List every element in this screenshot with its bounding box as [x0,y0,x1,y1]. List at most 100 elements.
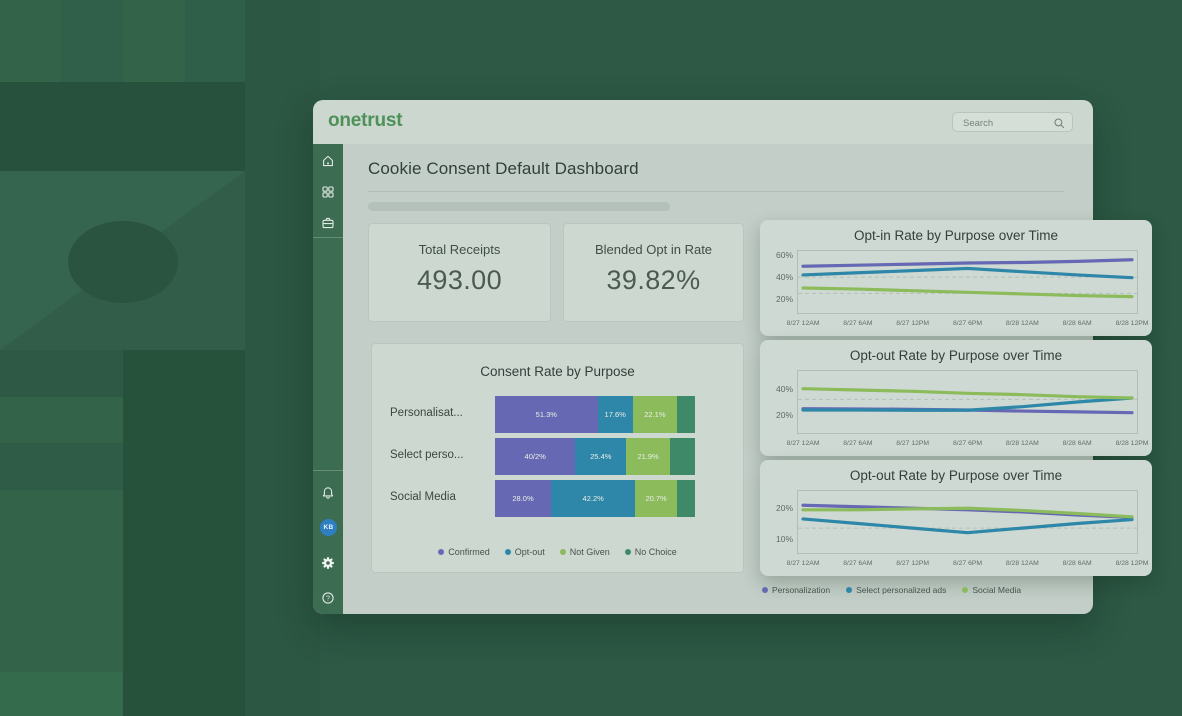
legend-dot-icon [762,587,768,593]
plot-area [797,250,1138,314]
home-icon [321,154,335,168]
legend-item[interactable]: Social Media [962,585,1021,595]
series-line-select-personalized-ads [803,519,1132,533]
x-axis-tick: 8/28 12PM [1105,320,1159,327]
y-axis-tick: 20% [760,294,793,304]
legend-dot-icon [846,587,852,593]
plot-area [797,370,1138,434]
legend-label: Personalization [772,585,830,595]
legend-item[interactable]: Personalization [762,585,830,595]
x-axis-tick: 8/28 6AM [1050,320,1104,327]
series-line-social-media [803,389,1132,398]
sidebar-item-home[interactable] [313,152,343,169]
sidebar-item-apps[interactable] [313,183,343,200]
sidebar-item-settings[interactable] [313,554,343,571]
bar-segment[interactable]: 20.7% [635,480,676,517]
background-shape [123,350,245,716]
y-axis-tick: 10% [760,534,793,544]
title-divider [368,191,1064,192]
bar-segment[interactable]: 17.6% [598,396,633,433]
background-shape [0,672,123,716]
grid-icon [321,185,335,199]
bar-segment[interactable] [677,480,695,517]
legend-dot-icon [560,549,566,555]
background-ellipse [68,221,178,303]
legend-item[interactable]: Confirmed [438,547,490,557]
y-axis-tick: 20% [760,410,793,420]
legend-dot-icon [962,587,968,593]
background-shape [123,0,185,82]
bar-segment[interactable]: 42.2% [551,480,635,517]
series-line-personalization [803,260,1132,267]
kpi-label: Blended Opt in Rate [564,242,743,257]
briefcase-icon [321,216,335,230]
legend-dot-icon [505,549,511,555]
x-axis-tick: 8/28 12AM [995,320,1049,327]
filter-bar-placeholder[interactable] [368,202,670,211]
legend-dot-icon [625,549,631,555]
search-icon [1053,117,1065,129]
bar-segment-value: 28.0% [512,494,533,503]
bar-segment[interactable] [677,396,695,433]
gear-icon [321,556,335,570]
plot-area [797,490,1138,554]
bar-segment[interactable]: 40/2% [495,438,575,475]
search-box[interactable] [952,112,1073,132]
app-header: onetrust [313,100,1093,144]
y-axis-tick: 40% [760,384,793,394]
bar-segment[interactable] [670,438,695,475]
line-chart-card-opt-in: Opt-in Rate by Purpose over Time 20%40%6… [760,220,1152,336]
line-chart-svg [797,250,1138,314]
legend-label: Select personalized ads [856,585,946,595]
background-shape [185,0,245,82]
bar-chart: Personalisat...51.3%17.6%22.1%Select per… [372,396,743,522]
sidebar-item-workspace[interactable] [313,214,343,231]
stacked-bar: 40/2%25.4%21.9% [495,438,695,475]
bar-segment-value: 51.3% [536,410,557,419]
bar-segment[interactable]: 22.1% [633,396,677,433]
series-line-select-personalized-ads [803,268,1132,277]
x-axis-tick: 8/28 12AM [995,560,1049,567]
y-axis-tick: 20% [760,503,793,513]
bar-category-label: Social Media [390,491,456,503]
chart-title: Opt-in Rate by Purpose over Time [760,228,1152,243]
background-shape [0,82,245,171]
background-shape [0,397,123,443]
bar-segment[interactable]: 25.4% [575,438,626,475]
avatar[interactable]: KB [320,519,337,536]
svg-text:?: ? [326,593,330,602]
line-chart-svg [797,370,1138,434]
kpi-card-blended-opt-in-rate: Blended Opt in Rate 39.82% [563,223,744,322]
bar-row: Social Media 28.0% 42.2% 20.7% [372,480,743,517]
page-title: Cookie Consent Default Dashboard [368,159,639,179]
search-input[interactable] [961,114,1049,132]
x-axis-tick: 8/27 12PM [886,440,940,447]
x-axis-tick: 8/28 6AM [1050,440,1104,447]
legend-label: No Choice [635,547,677,557]
legend-item[interactable]: Not Given [560,547,610,557]
x-axis-tick: 8/27 12PM [886,320,940,327]
legend-item[interactable]: No Choice [625,547,677,557]
bar-segment-value: 17.6% [605,410,626,419]
legend-item[interactable]: Opt-out [505,547,545,557]
bar-segment-value: 20.7% [645,494,666,503]
background-shape [0,0,61,82]
background-shape [0,490,123,672]
bar-segment-value: 42.2% [583,494,604,503]
x-axis-tick: 8/28 12PM [1105,560,1159,567]
bar-segment[interactable]: 21.9% [626,438,670,475]
bar-category-label: Select perso... [390,449,464,461]
sidebar-divider [313,237,343,238]
bar-segment[interactable]: 51.3% [495,396,598,433]
sidebar-item-help[interactable]: ? [313,589,343,606]
bar-row: Personalisat...51.3%17.6%22.1% [372,396,743,433]
y-axis-tick: 40% [760,272,793,282]
legend-item[interactable]: Select personalized ads [846,585,946,595]
bell-icon [321,486,335,500]
sidebar-item-notifications[interactable] [313,484,343,501]
kpi-value: 39.82% [564,265,743,296]
kpi-value: 493.00 [369,265,550,296]
line-chart-svg [797,490,1138,554]
x-axis-tick: 8/27 6AM [831,440,885,447]
bar-segment[interactable]: 28.0% [495,480,551,517]
